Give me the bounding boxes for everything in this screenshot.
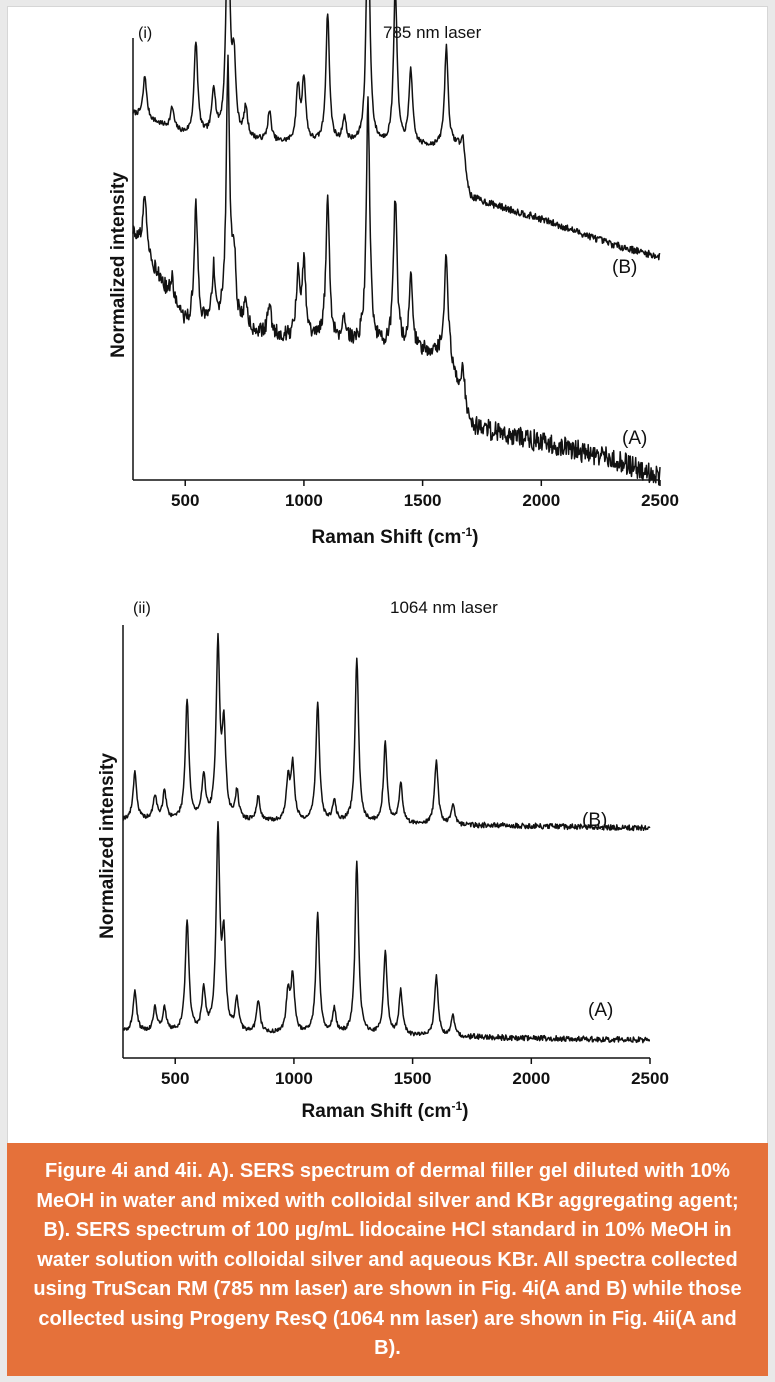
series-label-a: (A) [588,1000,613,1021]
x-ticks: 500 1000 1500 2000 2500 [171,480,679,510]
x-tick-label: 500 [161,1069,189,1088]
x-axis-label: Raman Shift (cm-1) [302,1099,469,1122]
x-tick-label: 2000 [512,1069,550,1088]
x-tick-label: 2000 [522,491,560,510]
series-line-b [132,0,661,261]
chart-title: 1064 nm laser [390,598,498,617]
series-line-a [132,54,661,486]
chart-title: 785 nm laser [383,23,482,42]
x-tick-label: 500 [171,491,199,510]
x-axis-label: Raman Shift (cm-1) [312,525,479,548]
chart-785nm: (i) 785 nm laser Normalized intensity Ra… [108,0,679,548]
panel-label: (ii) [133,600,151,617]
x-tick-label: 2500 [631,1069,669,1088]
series-label-b: (B) [582,810,607,831]
panel-label: (i) [138,25,152,42]
x-tick-label: 1000 [275,1069,313,1088]
y-axis-label: Normalized intensity [108,172,129,358]
series-group: (B) (A) [122,632,651,1044]
series-group: (B) (A) [132,0,661,486]
figure-panel: (i) 785 nm laser Normalized intensity Ra… [97,0,679,1122]
x-ticks: 500 1000 1500 2000 2500 [161,1058,669,1088]
chart-1064nm: (ii) 1064 nm laser Normalized intensity … [97,598,669,1122]
series-label-a: (A) [622,428,647,449]
y-axis-label: Normalized intensity [97,753,118,939]
series-line-a [122,820,651,1044]
series-label-b: (B) [612,257,637,278]
figure-caption: Figure 4i and 4ii. A). SERS spectrum of … [7,1143,768,1376]
series-line-b [122,632,651,832]
x-tick-label: 1000 [285,491,323,510]
x-tick-label: 1500 [404,491,442,510]
x-tick-label: 1500 [394,1069,432,1088]
x-tick-label: 2500 [641,491,679,510]
